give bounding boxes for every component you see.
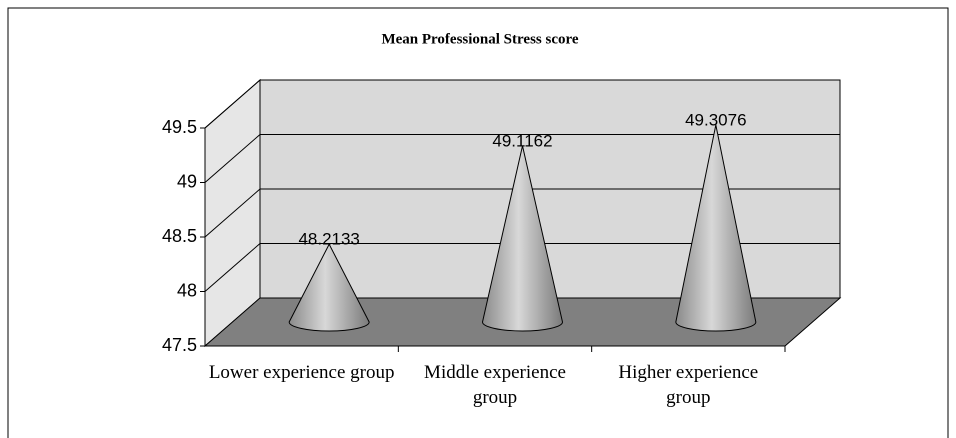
x-tick-label: Lower experience group [208,362,395,383]
cone [675,124,757,332]
y-tick-label: 47.5 [162,335,197,355]
y-tick-label: 49.5 [162,117,197,137]
y-tick-label: 48 [177,280,197,300]
grid-line [204,79,261,129]
value-label: 49.1162 [492,131,552,150]
grid-line [204,188,261,238]
value-label: 48.2133 [298,230,359,249]
x-tick-label: Middle experience group [424,362,566,408]
cone [481,145,564,332]
grid-line [204,134,261,183]
y-tick-label: 49 [177,171,197,191]
chart-title: Mean Professional Stress score [381,31,578,47]
y-tick-label: 48.5 [162,226,197,246]
x-tick-label: Higher experience group [618,362,759,408]
grid-line [204,243,261,292]
value-label: 49.3076 [685,110,746,129]
cone [288,243,370,332]
